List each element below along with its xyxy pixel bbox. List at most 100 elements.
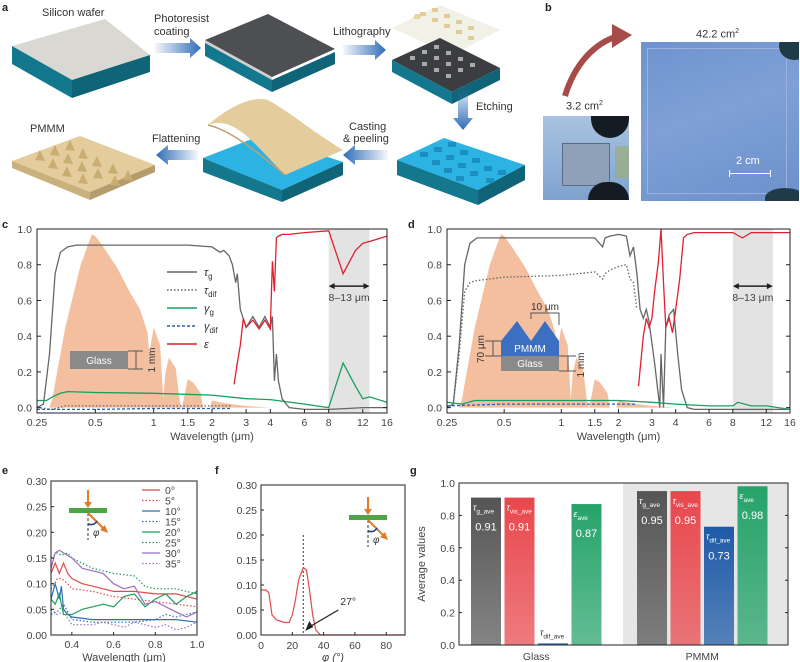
series-line-ε [637,228,790,387]
lithography-block [392,5,500,104]
sample-plate [349,515,387,520]
small-area-sup: 2 [599,100,603,107]
bar-series-label: τvis_ave [507,503,533,516]
x-tick-label: 12 [760,417,772,429]
y-tick-label: 0.25 [27,502,48,514]
window-arrow-head-left [732,283,739,290]
legend-label: 35° [165,559,181,571]
x-tick-label: 4 [267,417,273,429]
period-bracket [530,312,560,325]
series-line-5° [50,577,198,608]
finger-bottom [588,182,629,200]
x-tick-label: 2 [209,417,215,429]
small-sample-square [562,143,610,186]
x-tick-label: 6 [302,417,308,429]
y-tick-label: 0.8 [440,510,455,522]
x-tick-label: 8 [730,417,736,429]
legend-label: 30° [165,548,181,560]
plot-frame [458,482,789,646]
y-tick-label: 1.0 [440,478,455,490]
height-bracket [485,340,501,357]
bar-value-label: 0.91 [475,522,496,534]
x-tick-label: 1 [151,417,157,429]
legend-label-γdif: γdif [204,321,219,335]
x-axis-title: Wavelength (μm) [82,652,166,662]
bar-series-label: τdif_ave [706,532,731,545]
y-tick-label: 0.8 [427,260,442,272]
x-tick-label: 0.4 [65,639,80,651]
panel-label-e: e [2,465,9,477]
panel-label-d: d [408,219,415,231]
step-label-pmmm: PMMM [30,123,65,135]
bar-series-label: εave [574,509,589,522]
y-tick-label: 0.6 [17,295,32,307]
y-tick-label: 0.2 [427,367,442,379]
x-tick-label: 20 [286,640,298,652]
y-tick-label: 0.10 [237,580,258,592]
pmmm-pyramids [501,321,559,341]
x-tick-label: 80 [380,640,392,652]
y-tick-label: 0.05 [237,605,258,617]
thickness-bracket [559,355,576,372]
window-label: 8–13 μm [732,292,773,304]
legend-label-τg: τg [204,267,213,281]
glass-layer-label: Glass [517,359,543,370]
process-arrow-casting [343,145,388,165]
large-area-sup: 2 [735,28,740,35]
scale-bar-tick-right [770,170,771,177]
large-area-value: 42.2 cm [696,28,736,41]
y-tick-label: 0.0 [427,403,442,415]
glass-layer-label: Glass [86,356,112,367]
bar-τvis_ave-Glass [504,497,535,645]
category-label: PMMM [686,651,719,662]
annotation-arrow [308,609,339,628]
y-tick-label: 0.05 [27,604,48,616]
x-tick-label: 3 [649,417,655,429]
x-tick-label: 3 [243,417,249,429]
legend-label: 20° [165,527,181,539]
y-tick-label: 0.25 [237,505,258,517]
silicon-wafer-block [12,19,150,98]
series-line-τdif [446,263,638,409]
phi-symbol: φ [93,528,100,539]
process-arrow-etching [453,86,473,130]
pmmm-layer-label: PMMM [514,344,546,355]
y-tick-label: 0.8 [17,260,32,272]
finger-corner-bottom [765,188,799,201]
small-sample-area-label: 3.2 cm2 [566,100,603,113]
series-line-25° [50,552,198,595]
small-sample-photo [543,116,629,200]
legend-label: 0° [165,485,175,497]
panel-label-a: a [2,2,9,14]
step-label-etching: Etching [476,101,513,113]
casting-peeling-block [203,99,343,202]
bar-τvis_ave-PMMM [670,491,701,645]
x-tick-label: 60 [349,640,361,652]
x-tick-label: 8 [326,417,332,429]
x-tick-label: 0.5 [88,417,103,429]
thickness-label: 1 mm [576,353,587,378]
y-tick-label: 0.00 [27,630,48,642]
enlarge-arrow-icon [562,24,632,97]
y-tick-label: 0.30 [27,476,48,488]
series-line-ε [233,230,388,385]
series-line-γdif [446,403,637,407]
annotation-label: 27° [340,596,356,608]
y-tick-label: 0.4 [440,575,455,587]
thickness-bracket [128,350,143,370]
x-axis-title: Wavelength (μm) [170,431,254,443]
pmmm-glass-inset: PMMM Glass 10 μm 70 μm 1 mm [476,302,587,378]
y-tick-label: 0.30 [237,480,258,492]
bar-τg_ave-Glass [471,497,501,645]
x-axis-title: Wavelength (μm) [577,431,661,443]
photoresist-block [205,14,335,92]
legend-label: 10° [165,506,181,518]
legend-label: 15° [165,517,181,529]
x-tick-label: 1 [558,417,564,429]
bar-series-label: τvis_ave [673,496,699,509]
bar-value-label: 0.95 [641,515,662,527]
sample-plate [69,508,107,513]
fabrication-schematic [12,5,525,205]
bar-series-label: εave [740,491,755,504]
x-tick-label: 6 [706,417,712,429]
